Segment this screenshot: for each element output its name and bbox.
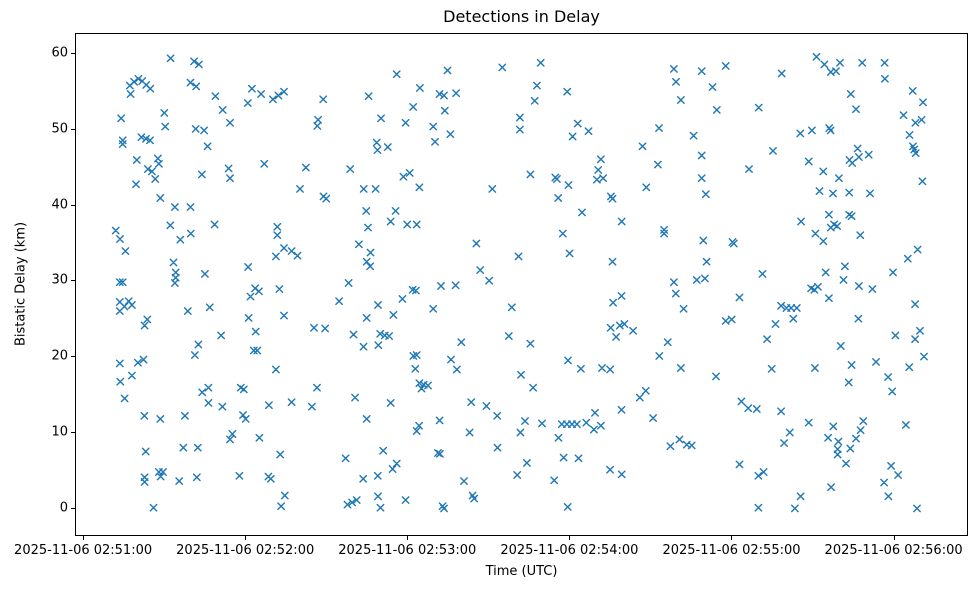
y-tick-label: 20: [51, 348, 68, 364]
y-tick-label: 30: [51, 272, 68, 288]
x-tick-label: 2025-11-06 02:54:00: [500, 543, 639, 558]
x-tick-mark: [731, 536, 733, 540]
y-tick-label: 10: [51, 424, 68, 440]
y-tick-mark: [71, 128, 75, 130]
x-tick-mark: [245, 536, 247, 540]
x-axis-label: Time (UTC): [485, 564, 558, 579]
chart-title: Detections in Delay: [443, 7, 600, 26]
y-tick-mark: [71, 204, 75, 206]
y-tick-mark: [71, 356, 75, 358]
y-axis-label: Bistatic Delay (km): [13, 221, 29, 347]
x-tick-mark: [893, 536, 895, 540]
x-tick-label: 2025-11-06 02:51:00: [14, 543, 153, 558]
y-tick-label: 40: [51, 197, 68, 213]
plot-area: [75, 33, 968, 536]
y-tick-mark: [71, 432, 75, 434]
x-tick-label: 2025-11-06 02:53:00: [338, 543, 477, 558]
x-tick-label: 2025-11-06 02:52:00: [176, 543, 315, 558]
x-tick-mark: [83, 536, 85, 540]
x-tick-mark: [569, 536, 571, 540]
y-tick-mark: [71, 52, 75, 54]
y-tick-label: 60: [51, 45, 68, 61]
x-marker-path: [111, 52, 928, 513]
y-tick-label: 0: [59, 500, 68, 516]
y-tick-label: 50: [51, 121, 68, 137]
scatter-markers: [111, 52, 928, 513]
x-tick-mark: [407, 536, 409, 540]
y-tick-mark: [71, 280, 75, 282]
x-tick-label: 2025-11-06 02:56:00: [824, 543, 963, 558]
x-tick-label: 2025-11-06 02:55:00: [662, 543, 801, 558]
y-tick-mark: [71, 508, 75, 510]
